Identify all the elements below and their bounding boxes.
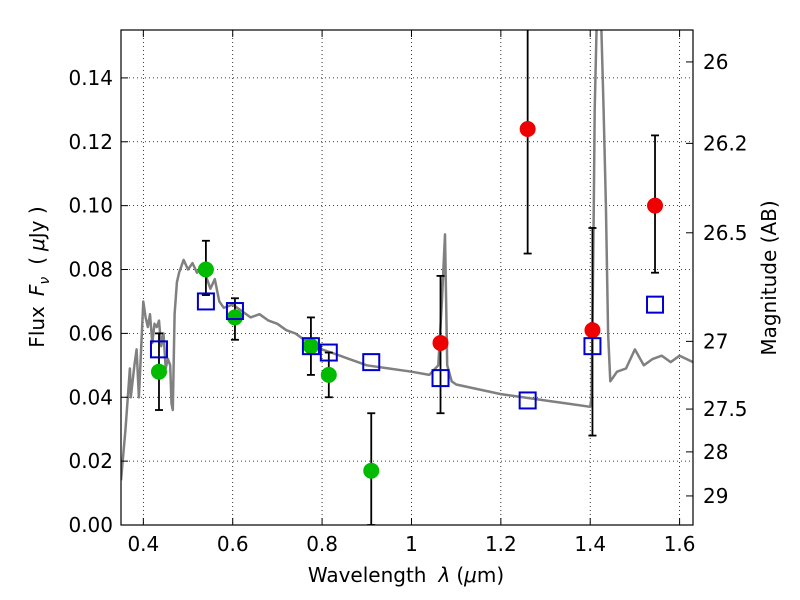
- y2-tick-label: 26.2: [703, 131, 748, 155]
- data-points-layer: [149, 30, 665, 525]
- model-band-point: [225, 302, 244, 321]
- model-band-point: [518, 391, 537, 410]
- y-tick-label: 0.10: [68, 194, 113, 218]
- data-point: [519, 121, 536, 137]
- data-point: [647, 197, 664, 214]
- data-point: [363, 462, 380, 479]
- y-tick-label: 0.04: [68, 385, 113, 409]
- data-point: [302, 338, 319, 355]
- x-tick-label: 1.6: [664, 532, 696, 556]
- model-band-point: [583, 337, 602, 356]
- x-axis-title: Wavelength λ (μm): [308, 563, 504, 587]
- y-tick-label: 0.14: [68, 66, 113, 90]
- y2-tick-label: 27.5: [703, 397, 748, 421]
- y-tick-label: 0.12: [68, 130, 113, 154]
- x-tick-label: 1.2: [485, 532, 517, 556]
- data-point: [197, 261, 214, 278]
- x-tick-label: 1: [405, 532, 418, 556]
- model-band-point: [301, 337, 320, 356]
- model-spectrum-line: [121, 30, 693, 481]
- y2-tick-label: 26: [703, 50, 728, 74]
- model-band-point: [431, 369, 450, 388]
- plot-frame: [120, 29, 694, 526]
- data-point: [584, 322, 601, 339]
- y2-tick-label: 26.5: [703, 221, 748, 245]
- model-band-point: [196, 292, 215, 311]
- data-point: [432, 334, 449, 351]
- y2-tick-label: 27: [703, 329, 728, 353]
- x-tick-label: 1.4: [574, 532, 606, 556]
- y2-tick-label: 29: [703, 484, 728, 508]
- y-axis-title: FluxFν(μJy ): [25, 206, 53, 347]
- y2-tick-label: 28: [703, 440, 728, 464]
- y2-axis-title: Magnitude (AB): [757, 200, 781, 355]
- x-tick-label: 0.4: [127, 532, 159, 556]
- model-band-point: [149, 340, 168, 359]
- y-tick-label: 0.06: [68, 321, 113, 345]
- data-point: [320, 366, 337, 383]
- y-tick-label: 0.08: [68, 258, 113, 282]
- data-point: [150, 363, 167, 380]
- model-band-point: [319, 343, 338, 362]
- model-spectrum-layer: [121, 30, 693, 481]
- model-band-point: [362, 353, 381, 372]
- model-band-point: [646, 295, 665, 314]
- y-tick-label: 0.02: [68, 449, 113, 473]
- ticks-layer: 0.4 0.6 0.8 1 1.2 1.4 1.6 0.00 0.02 0.04 0.06 0.08 0…: [68, 30, 748, 556]
- y-tick-label: 0.00: [68, 513, 113, 537]
- x-tick-label: 0.6: [217, 532, 249, 556]
- data-point: [226, 309, 243, 326]
- x-tick-label: 0.8: [306, 532, 338, 556]
